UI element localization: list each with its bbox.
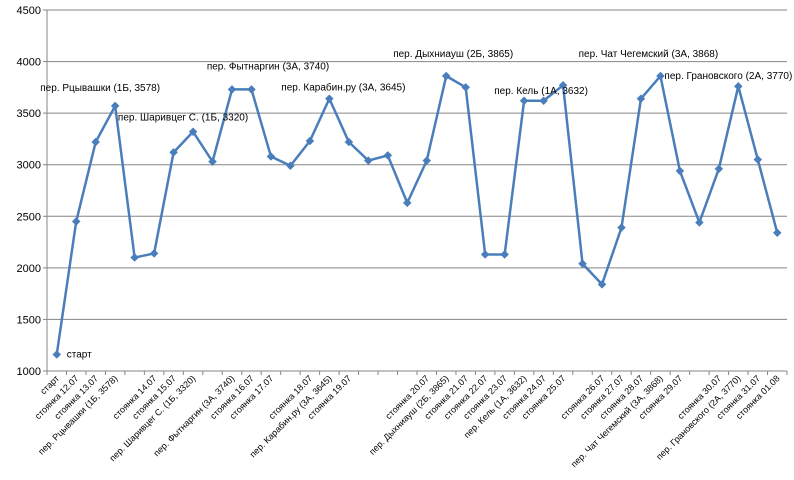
data-point-marker [402,198,412,208]
data-point-marker [266,152,276,161]
data-point-marker [247,85,256,94]
data-point-marker [714,164,724,174]
data-point-marker [597,280,607,289]
data-point-marker [461,83,471,92]
annotation-label: пер. Шаривцег С. (1Б, 3320) [118,113,248,124]
data-point-marker [772,228,782,238]
y-tick-label: 2500 [17,211,41,223]
axes [43,9,788,375]
annotation-label: пер. Рцывашки (1Б, 3578) [40,83,160,94]
data-point-marker [344,137,354,147]
series-altitude [52,71,782,359]
y-tick-label: 1000 [17,366,41,378]
x-tick-label: пер. Дыхниауш (2Б, 3865) [367,373,450,456]
data-point-marker [363,156,373,165]
data-point-marker [695,218,704,227]
y-tick-label: 3500 [17,108,41,120]
data-point-marker [169,147,178,157]
annotation-label: пер. Дыхниауш (2Б, 3865) [393,49,513,60]
data-point-marker [383,151,393,160]
y-tick-label: 4000 [17,57,41,69]
data-point-marker [753,155,763,164]
data-point-marker [558,80,568,90]
annotation-label: пер. Фытнаргин (3А, 3740) [207,61,329,72]
y-tick-label: 1500 [17,314,41,326]
data-point-marker [656,71,665,81]
data-point-marker [519,96,529,106]
data-point-marker [227,85,237,94]
data-point-marker [149,249,159,258]
annotation-label: старт [67,349,92,360]
data-point-marker [675,166,685,176]
data-point-marker [733,81,743,91]
data-point-marker [188,127,198,137]
data-point-marker [578,259,587,269]
data-point-marker [422,156,432,165]
y-tick-labels: 1000 1500 2000 2500 3000 3500 4000 4500 [17,5,41,378]
annotation-label: пер. Карабин.ру (3А, 3645) [281,82,405,94]
annotation-label: пер. Чат Чегемский (3А, 3868) [579,49,719,60]
data-point-marker [539,96,548,106]
annotation-label: пер. Грановского (2А, 3770) [664,71,792,82]
annotations: старт пер. Рцывашки (1Б, 3578) пер. Шаривц… [40,49,792,360]
data-point-marker [617,223,626,232]
data-point-marker [208,157,217,166]
data-point-marker [91,137,101,147]
y-tick-label: 4500 [17,5,41,17]
data-point-marker [636,94,646,104]
data-point-marker [130,253,139,262]
annotation-label: пер. Кель (1А, 3632) [494,86,588,97]
data-point-marker [110,101,120,111]
data-point-marker [325,94,334,104]
data-point-marker [500,250,509,259]
data-point-marker [71,217,81,226]
data-point-marker [286,161,295,171]
y-tick-label: 2000 [17,263,41,275]
data-point-marker [52,350,62,359]
data-point-marker [480,250,490,259]
series-line [55,74,779,355]
data-point-marker [305,136,315,146]
y-tick-label: 3000 [17,160,41,172]
data-point-marker [441,71,451,81]
